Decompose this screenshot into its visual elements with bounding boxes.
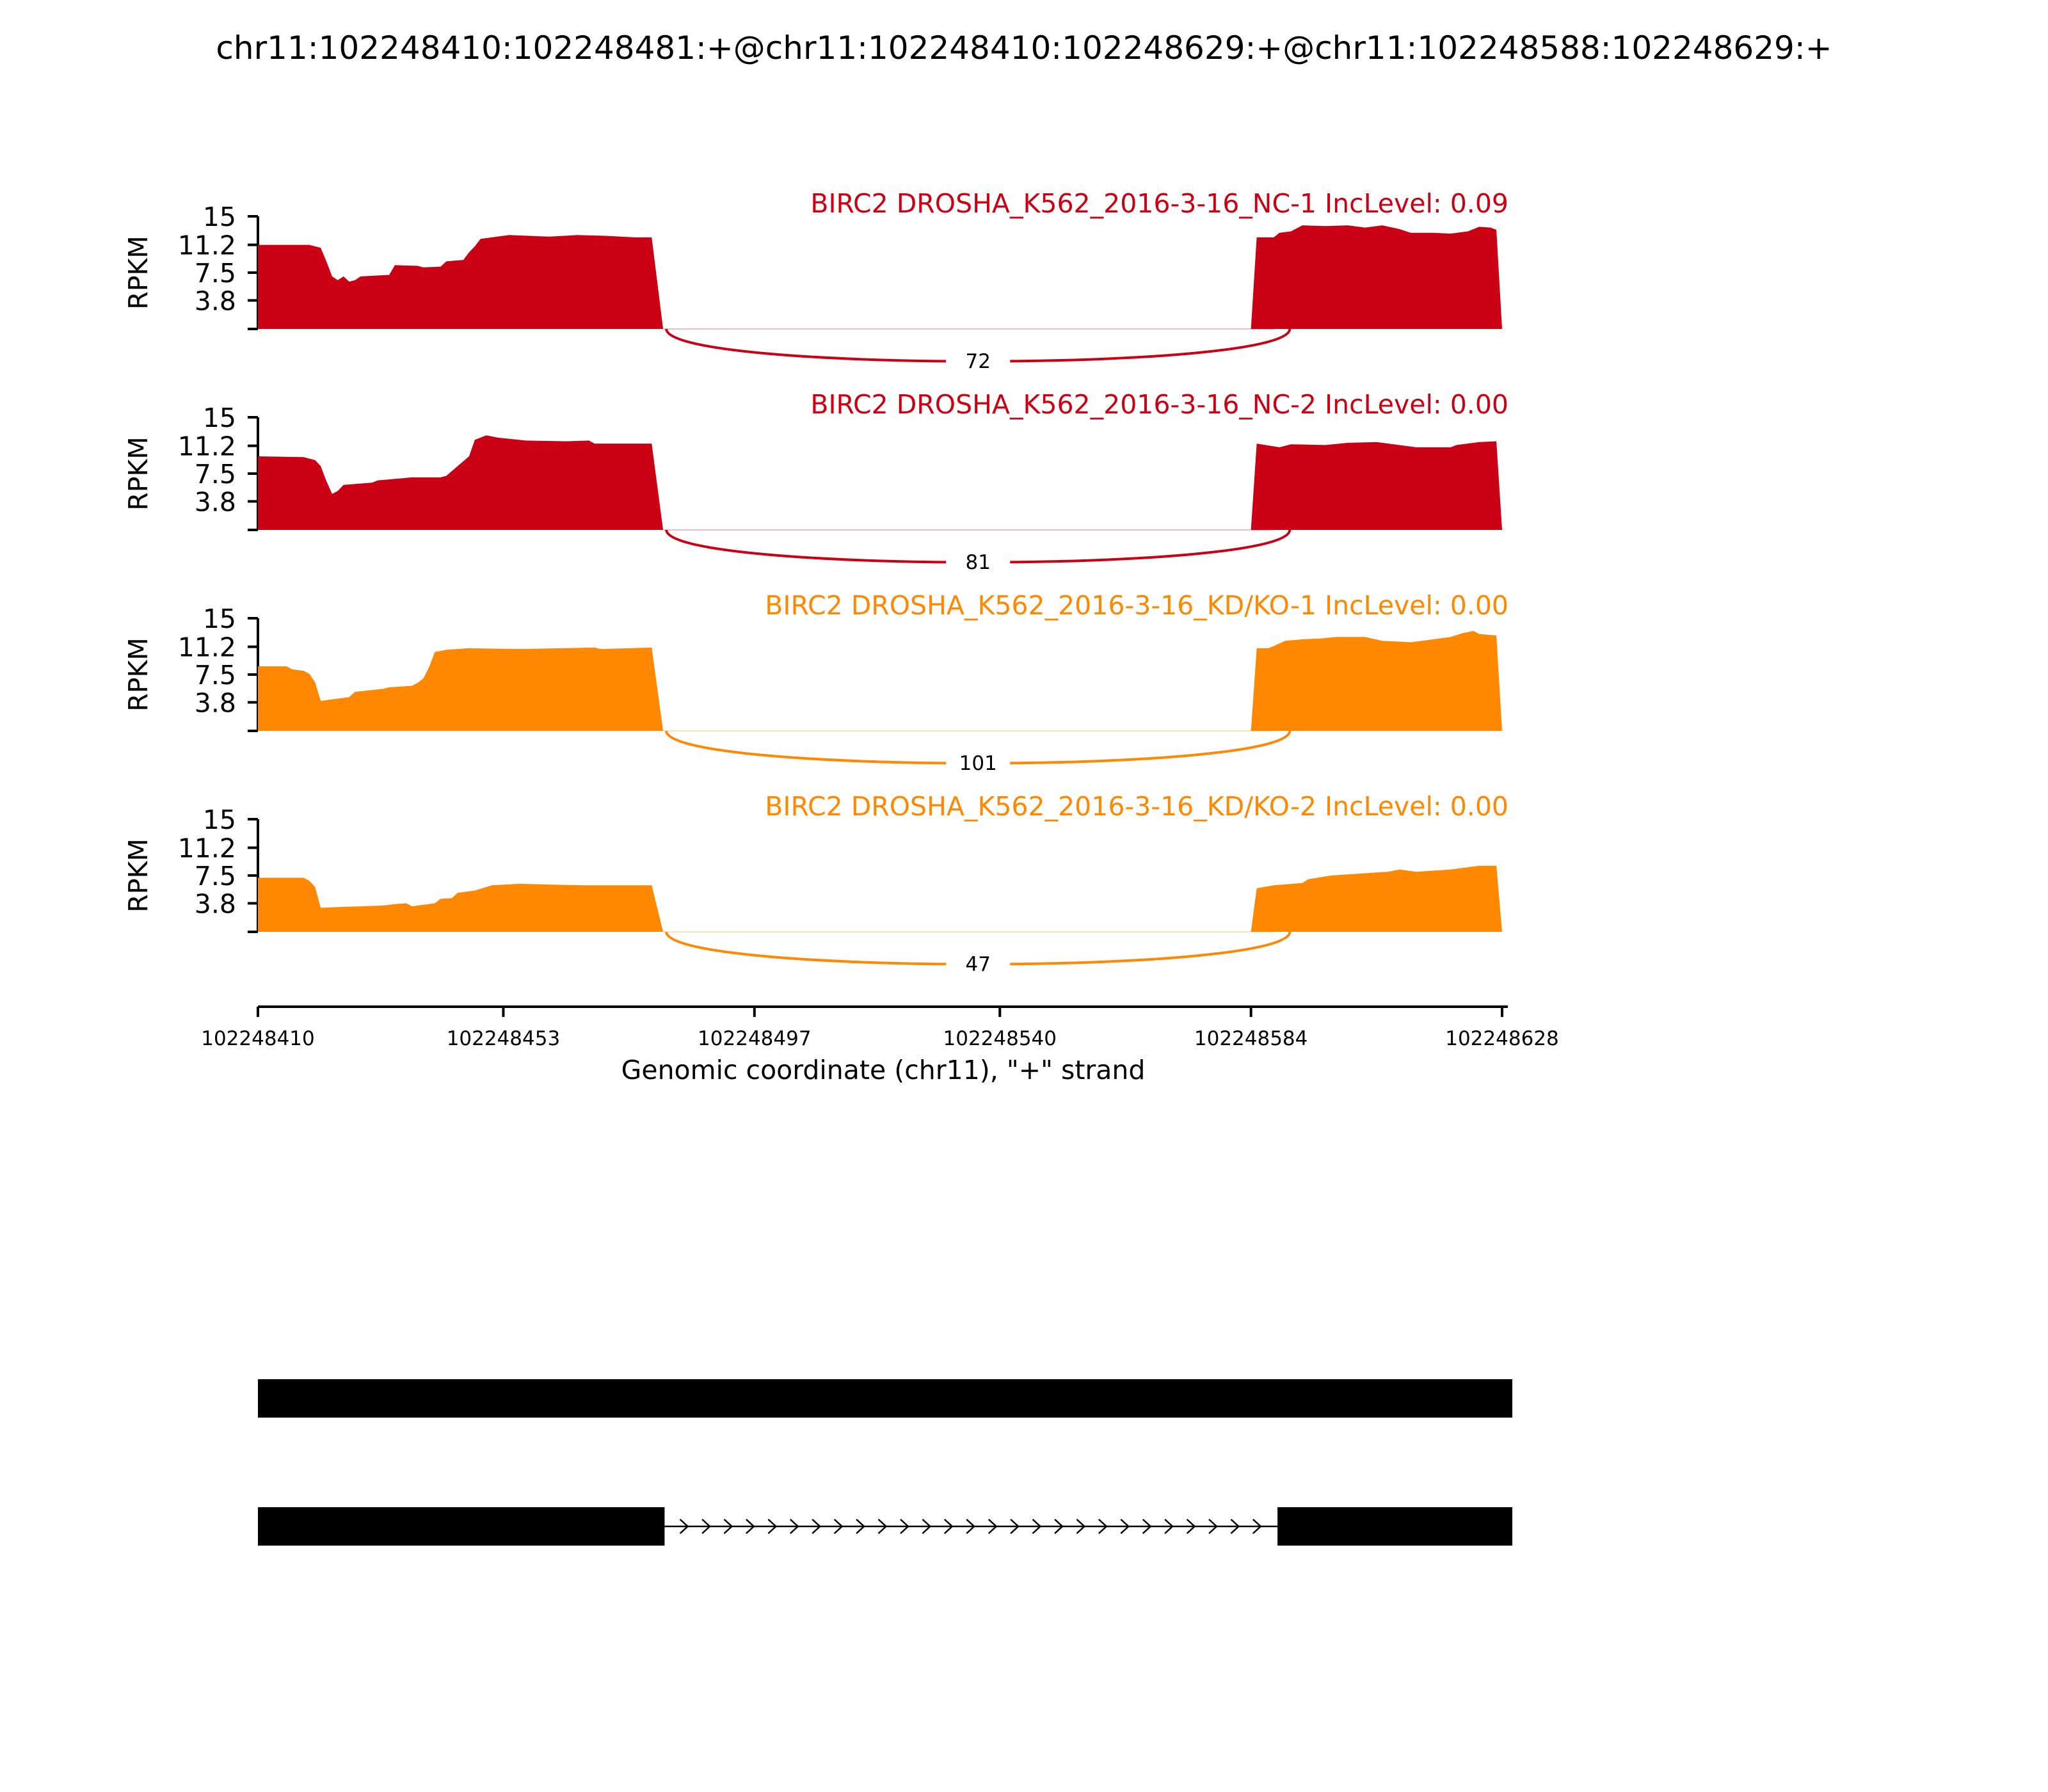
junction-count-label: 101 <box>959 752 997 775</box>
strand-arrow <box>767 1519 778 1534</box>
strand-arrow <box>1098 1519 1108 1534</box>
strand-arrow <box>812 1519 822 1534</box>
sample-label: BIRC2 DROSHA_K562_2016-3-16_KD/KO-1 IncL… <box>765 590 1508 621</box>
figure-title: chr11:102248410:102248481:+@chr11:102248… <box>216 29 1832 67</box>
gene-models <box>258 1379 1512 1546</box>
junction-count-label: 47 <box>965 953 990 976</box>
strand-arrow <box>701 1519 711 1534</box>
strand-arrow <box>900 1519 909 1534</box>
coverage-area-exon2 <box>1251 441 1502 530</box>
x-tick-label: 102248410 <box>201 1027 315 1050</box>
junction-count-label: 81 <box>965 551 990 574</box>
coverage-area-exon1 <box>258 235 664 329</box>
strand-arrow <box>856 1519 865 1534</box>
strand-arrow <box>1142 1519 1152 1534</box>
strand-arrow <box>1164 1519 1174 1534</box>
coverage-area-exon2 <box>1251 630 1502 731</box>
strand-arrow <box>746 1519 755 1534</box>
y-tick-label: 15 <box>203 604 236 634</box>
y-tick-label: 7.5 <box>195 258 236 289</box>
strand-arrow <box>1252 1519 1262 1534</box>
gene-model <box>258 1379 1512 1418</box>
x-tick-label: 102248453 <box>447 1027 561 1050</box>
coverage-area-exon2 <box>1251 865 1502 932</box>
sample-label: BIRC2 DROSHA_K562_2016-3-16_KD/KO-2 IncL… <box>765 791 1508 822</box>
strand-arrow <box>1032 1519 1042 1534</box>
strand-arrow <box>1054 1519 1064 1534</box>
junction-count-label: 72 <box>965 350 990 373</box>
y-tick-label: 11.2 <box>178 833 236 864</box>
strand-arrow <box>1010 1519 1020 1534</box>
junction-label-bg <box>946 951 1011 977</box>
y-tick-label: 7.5 <box>195 861 236 892</box>
y-tick-label: 15 <box>203 403 236 433</box>
y-tick-label: 11.2 <box>178 431 236 462</box>
strand-arrow <box>1208 1519 1218 1534</box>
y-tick-label: 11.2 <box>178 632 236 663</box>
y-tick-label: 3.8 <box>195 888 236 919</box>
x-tick-label: 102248540 <box>943 1027 1057 1050</box>
sample-label: BIRC2 DROSHA_K562_2016-3-16_NC-2 IncLeve… <box>810 389 1508 420</box>
exon-block <box>258 1379 1512 1418</box>
y-tick-label: 3.8 <box>195 285 236 316</box>
y-axis-label: RPKM <box>123 637 154 711</box>
strand-arrow <box>679 1519 689 1534</box>
y-tick-label: 3.8 <box>195 486 236 517</box>
strand-arrow <box>877 1519 888 1534</box>
strand-arrow <box>966 1519 976 1534</box>
y-tick-label: 7.5 <box>195 660 236 691</box>
gene-model <box>258 1507 1512 1546</box>
y-axis-label: RPKM <box>123 436 154 510</box>
sample-label: BIRC2 DROSHA_K562_2016-3-16_NC-1 IncLeve… <box>810 188 1508 219</box>
exon-block <box>1277 1507 1512 1546</box>
coverage-area-exon2 <box>1251 225 1502 329</box>
y-tick-label: 3.8 <box>195 687 236 718</box>
junction-label-bg <box>946 348 1011 374</box>
junction-label-bg <box>946 549 1011 575</box>
y-tick-label: 15 <box>203 804 236 835</box>
junction-label-bg <box>946 750 1011 776</box>
x-tick-label: 102248628 <box>1445 1027 1559 1050</box>
strand-arrow <box>943 1519 954 1534</box>
x-axis-label: Genomic coordinate (chr11), "+" strand <box>621 1055 1146 1085</box>
strand-arrow <box>1076 1519 1086 1534</box>
x-axis: 102248410 102248453 102248497 102248540 1022… <box>201 1005 1559 1050</box>
strand-arrow <box>1186 1519 1196 1534</box>
strand-arrow <box>1230 1519 1240 1534</box>
exon-block <box>258 1507 665 1546</box>
y-tick-label: 7.5 <box>195 459 236 490</box>
strand-arrow <box>988 1519 998 1534</box>
y-axis-label: RPKM <box>123 236 154 309</box>
strand-arrow <box>789 1519 799 1534</box>
strand-arrow <box>922 1519 932 1534</box>
coverage-area-exon1 <box>258 877 664 932</box>
y-axis-label: RPKM <box>123 838 154 912</box>
strand-arrow <box>1120 1519 1130 1534</box>
strand-arrow <box>833 1519 844 1534</box>
coverage-area-exon1 <box>258 435 664 530</box>
strand-arrow <box>723 1519 733 1534</box>
x-tick-label: 102248497 <box>698 1027 812 1050</box>
y-tick-label: 11.2 <box>178 230 236 261</box>
x-tick-label: 102248584 <box>1194 1027 1308 1050</box>
y-tick-label: 15 <box>203 202 236 232</box>
coverage-area-exon1 <box>258 647 664 731</box>
